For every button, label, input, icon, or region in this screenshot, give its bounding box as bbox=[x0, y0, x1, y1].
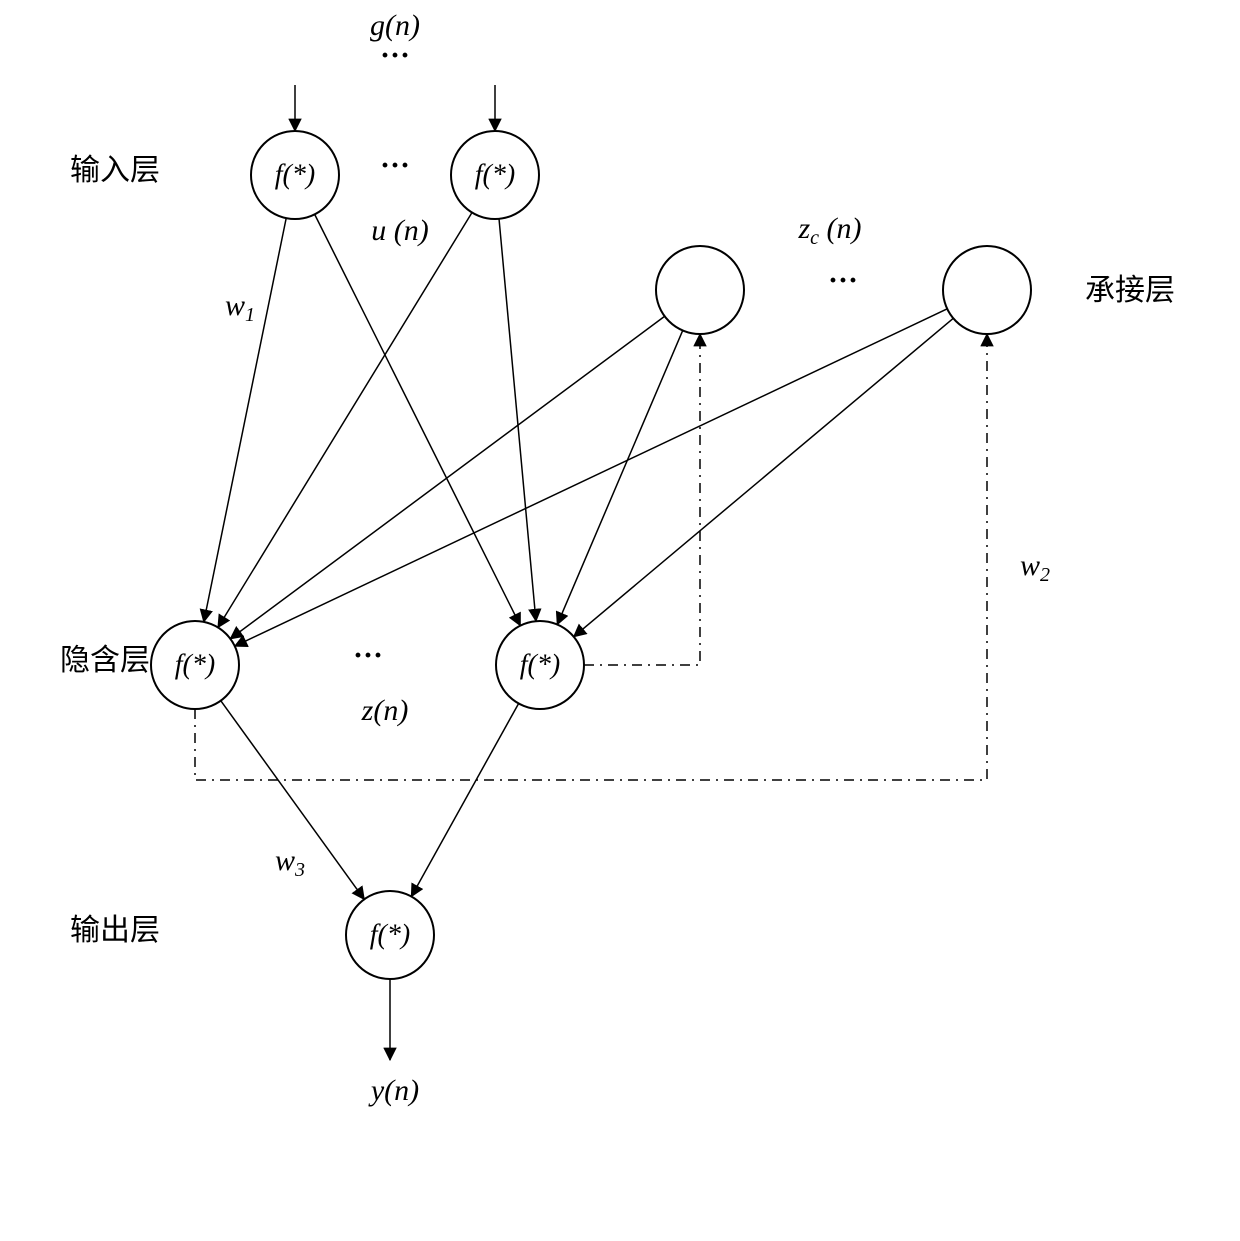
w2-label: w2 bbox=[1020, 549, 1050, 586]
dots_top: ··· bbox=[380, 39, 410, 72]
edge bbox=[235, 309, 947, 646]
w3-label: w3 bbox=[275, 844, 305, 881]
g_n-label: g(n) bbox=[370, 9, 420, 42]
dots_hid: ··· bbox=[353, 639, 383, 672]
dots_ctx: ··· bbox=[828, 264, 858, 297]
z_n-label: z(n) bbox=[361, 694, 409, 727]
feedback-edge bbox=[195, 334, 987, 780]
feedback-edge bbox=[584, 334, 700, 665]
edge bbox=[557, 330, 682, 624]
hidden_layer-label: 隐含层 bbox=[60, 644, 150, 677]
edge bbox=[574, 318, 954, 636]
edge bbox=[230, 316, 664, 639]
w1-label: w1 bbox=[225, 289, 255, 326]
node-label-out: f(*) bbox=[370, 920, 410, 951]
node-label-hid1: f(*) bbox=[175, 650, 215, 681]
edge bbox=[411, 703, 518, 896]
node-label-in2: f(*) bbox=[475, 160, 515, 191]
input_layer-label: 输入层 bbox=[70, 154, 160, 187]
context_layer-label: 承接层 bbox=[1085, 274, 1175, 307]
node-label-in1: f(*) bbox=[275, 160, 315, 191]
dots_in: ··· bbox=[380, 149, 410, 182]
y_n-label: y(n) bbox=[368, 1074, 419, 1107]
zc-n-label: zc (n) bbox=[797, 212, 861, 249]
output_layer-label: 输出层 bbox=[70, 914, 160, 947]
node-ctx1 bbox=[656, 246, 744, 334]
edge bbox=[499, 219, 536, 621]
node-label-hid2: f(*) bbox=[520, 650, 560, 681]
edge bbox=[204, 218, 286, 622]
u_n-label: u (n) bbox=[371, 214, 428, 247]
node-ctx2 bbox=[943, 246, 1031, 334]
